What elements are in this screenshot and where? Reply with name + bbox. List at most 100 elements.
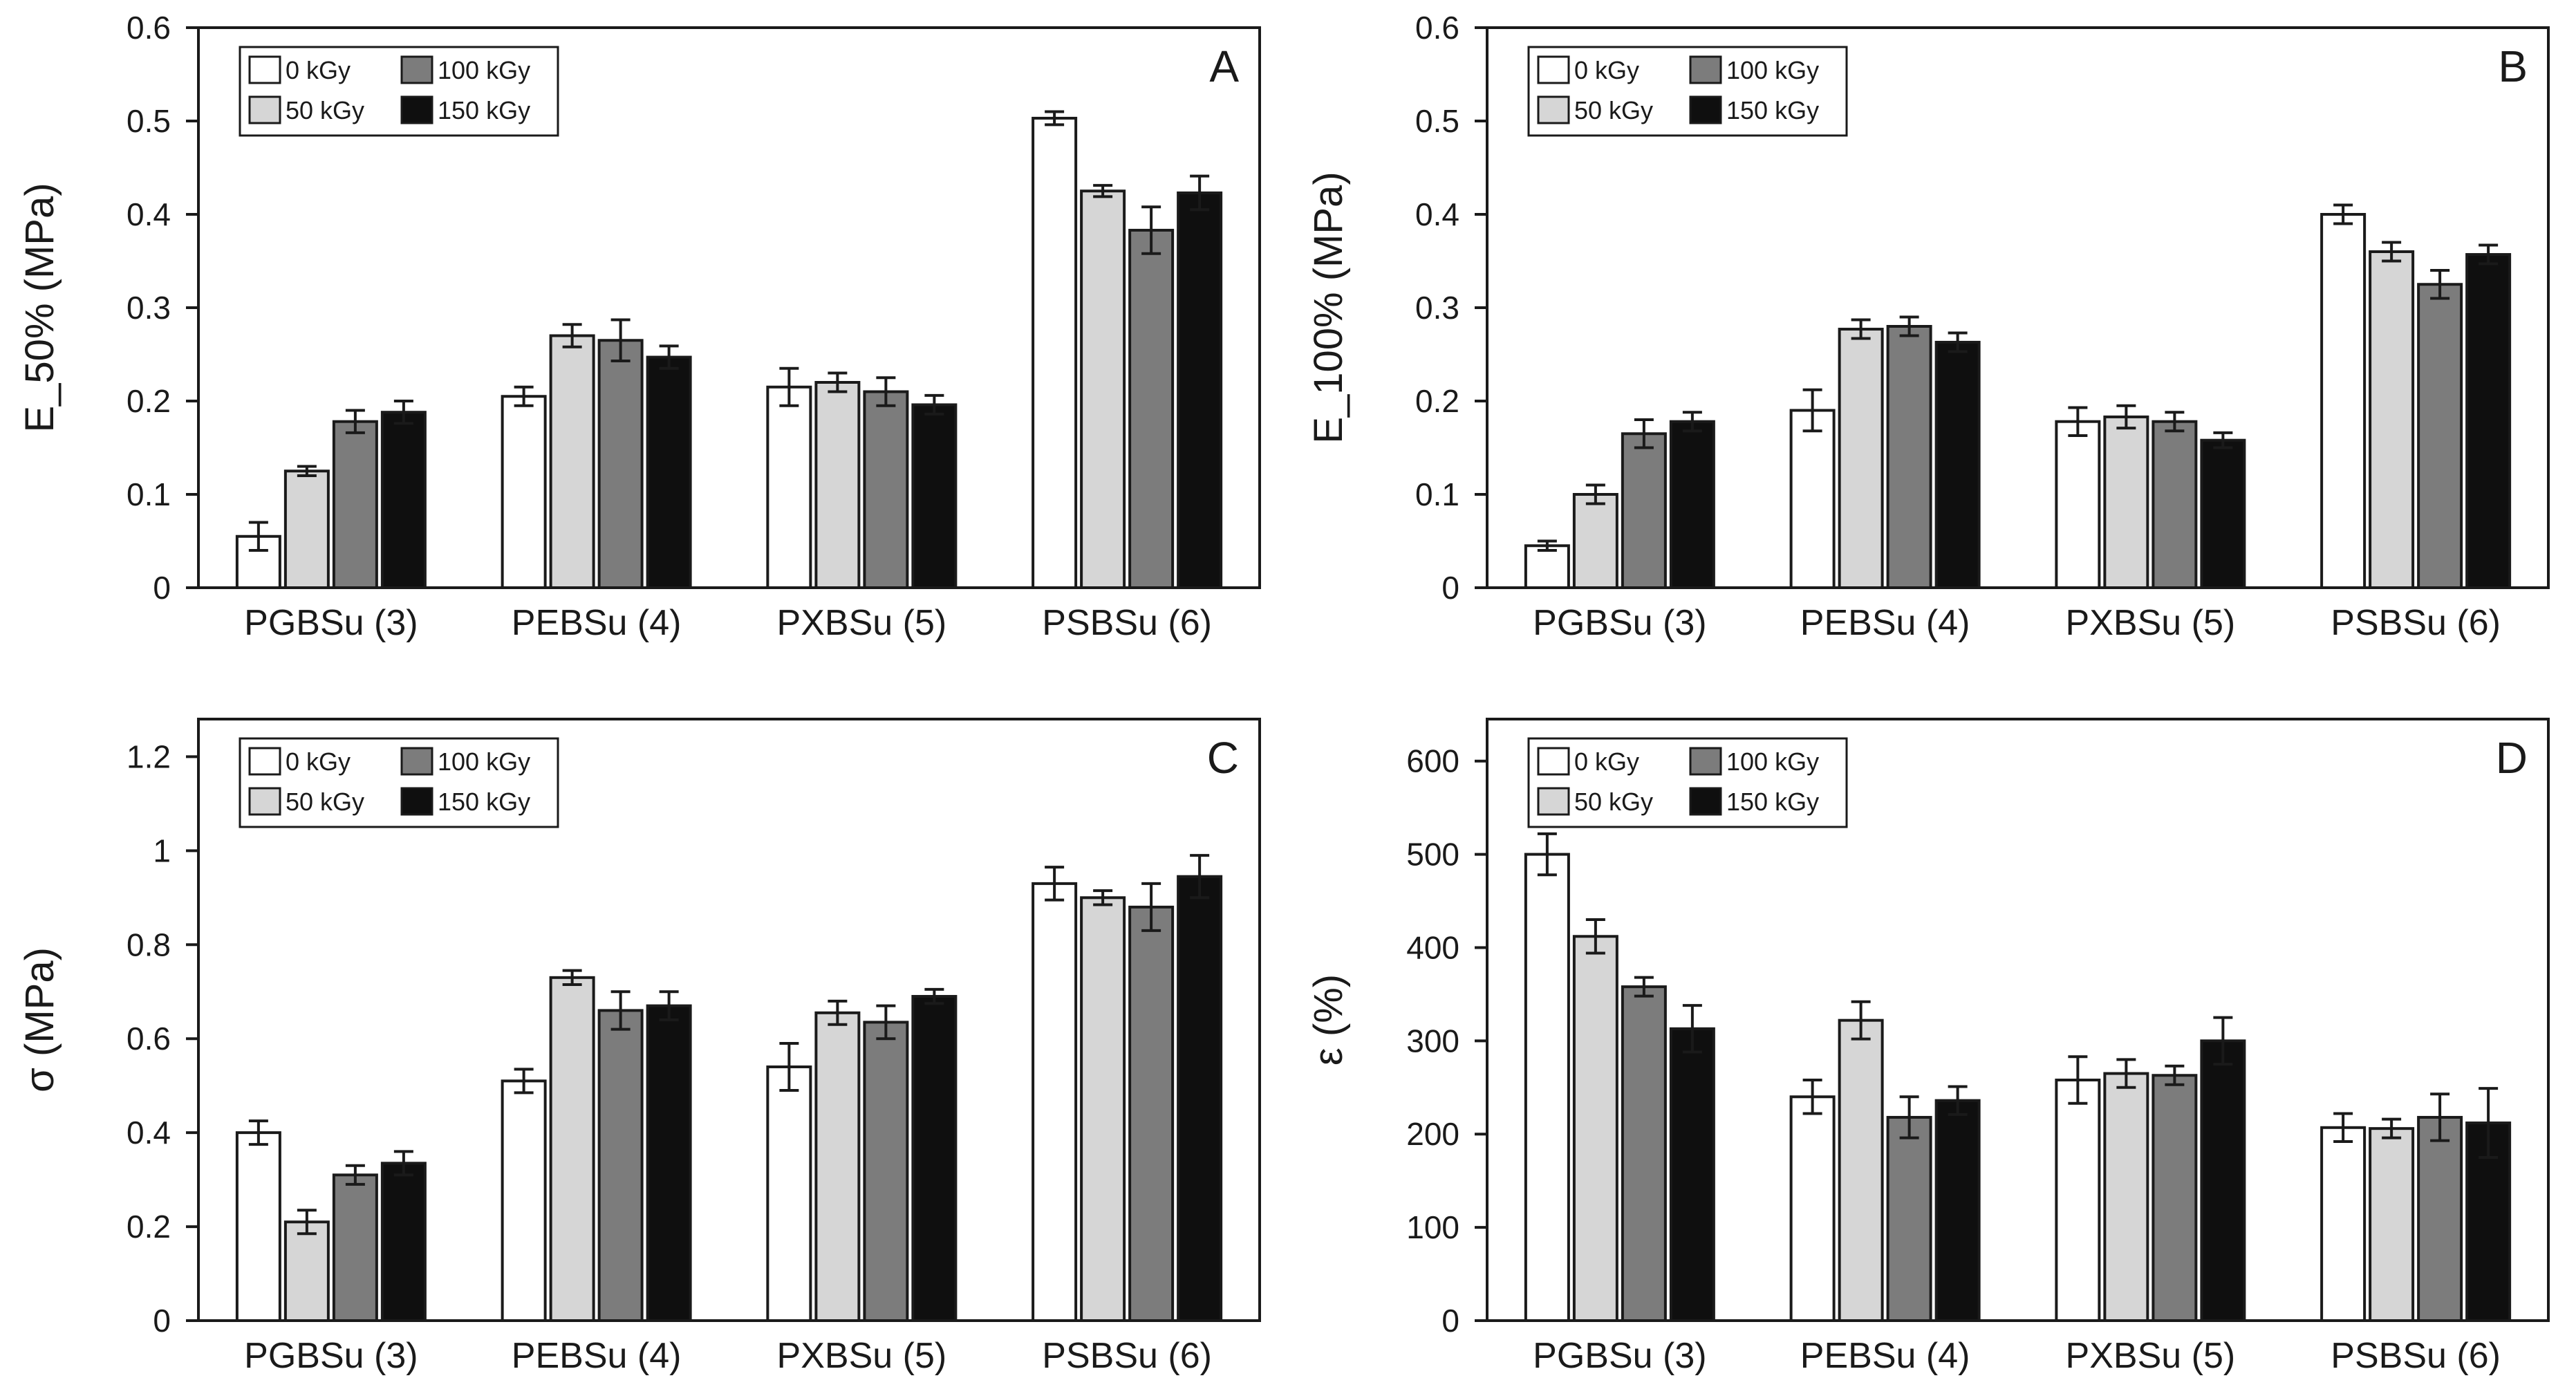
legend-swatch bbox=[400, 55, 433, 84]
y-tick-label: 200 bbox=[1406, 1116, 1459, 1152]
y-tick-label: 0.2 bbox=[1415, 383, 1459, 419]
bar-c-0-3 bbox=[380, 1162, 427, 1322]
x-category-label: PSBSu (6) bbox=[2331, 603, 2501, 643]
x-category-label: PSBSu (6) bbox=[1042, 603, 1212, 643]
legend-label: 100 kGy bbox=[438, 747, 530, 776]
y-tick-label: 0.5 bbox=[127, 103, 171, 139]
x-category-label: PGBSu (3) bbox=[244, 1336, 418, 1376]
legend-label: 100 kGy bbox=[1726, 747, 1819, 776]
bar-b-0-3 bbox=[1669, 420, 1715, 590]
legend-swatch bbox=[400, 747, 433, 776]
panel-letter: C bbox=[1207, 733, 1239, 783]
bar-b-3-0 bbox=[2320, 213, 2367, 589]
y-tick-label: 0.6 bbox=[1415, 10, 1459, 46]
y-axis-title: E_100% (MPa) bbox=[1306, 171, 1351, 443]
y-tick-label: 0 bbox=[153, 570, 171, 606]
bar-a-0-1 bbox=[283, 469, 330, 589]
panel-letter: A bbox=[1209, 41, 1239, 91]
x-category-label: PSBSu (6) bbox=[1042, 1336, 1212, 1376]
bar-c-3-3 bbox=[1177, 875, 1223, 1322]
bar-c-3-0 bbox=[1032, 882, 1078, 1322]
y-tick-label: 0.5 bbox=[1415, 103, 1459, 139]
legend-swatch bbox=[1537, 747, 1570, 776]
y-tick-label: 100 bbox=[1406, 1209, 1459, 1245]
y-tick-label: 1.2 bbox=[127, 738, 171, 774]
legend-label: 50 kGy bbox=[286, 96, 364, 124]
chart-panel-c: 0 0.2 0.4 0.6 0.8 1 1.2 σ (MPa) C PGBSu (3) PEBSu … bbox=[17, 718, 1261, 1376]
bar-b-2-1 bbox=[2103, 415, 2149, 590]
legend-swatch bbox=[1537, 95, 1570, 124]
y-tick-label: 0.4 bbox=[127, 1115, 171, 1151]
legend-swatch bbox=[248, 95, 281, 124]
bar-d-1-3 bbox=[1934, 1099, 1981, 1323]
chart-panel-b: 0 0.1 0.2 0.3 0.4 0.5 0.6 E_100% (MPa) B PGBSu (3… bbox=[1306, 10, 2550, 643]
bar-a-0-3 bbox=[380, 411, 427, 590]
bar-b-1-3 bbox=[1934, 340, 1981, 589]
bar-c-0-2 bbox=[332, 1173, 378, 1322]
plot-frame bbox=[1486, 718, 2550, 1322]
legend-label: 150 kGy bbox=[438, 788, 530, 816]
y-axis-title: ε (%) bbox=[1306, 974, 1351, 1065]
bar-a-3-3 bbox=[1177, 191, 1223, 589]
legend-swatch bbox=[248, 55, 281, 84]
y-tick-label: 0.3 bbox=[1415, 290, 1459, 326]
legend-label: 0 kGy bbox=[1574, 747, 1639, 776]
legend-swatch bbox=[1537, 787, 1570, 816]
x-category-label: PXBSu (5) bbox=[2066, 603, 2236, 643]
bar-b-0-0 bbox=[1524, 544, 1570, 589]
bar-d-1-1 bbox=[1838, 1018, 1884, 1323]
legend-box bbox=[1527, 737, 1848, 828]
bar-d-3-1 bbox=[2369, 1127, 2415, 1322]
legend-label: 0 kGy bbox=[286, 56, 351, 84]
bar-c-2-1 bbox=[814, 1011, 861, 1322]
y-tick-label: 400 bbox=[1406, 929, 1459, 965]
bar-d-2-1 bbox=[2103, 1072, 2149, 1322]
panel-letter: B bbox=[2498, 41, 2528, 91]
bar-a-2-3 bbox=[911, 403, 958, 590]
bar-d-1-2 bbox=[1886, 1115, 1932, 1322]
bar-b-1-1 bbox=[1838, 328, 1884, 589]
bar-c-0-1 bbox=[283, 1220, 330, 1322]
legend-swatch bbox=[1689, 95, 1722, 124]
plot-frame bbox=[197, 718, 1261, 1322]
y-tick-label: 0.2 bbox=[127, 1209, 171, 1245]
bar-a-1-1 bbox=[549, 334, 595, 589]
y-tick-label: 0.3 bbox=[127, 290, 171, 326]
bar-d-3-2 bbox=[2417, 1115, 2463, 1322]
y-tick-label: 0.2 bbox=[127, 383, 171, 419]
bar-d-1-0 bbox=[1789, 1095, 1836, 1322]
legend-box bbox=[239, 46, 559, 137]
bar-a-1-0 bbox=[501, 395, 547, 589]
bar-c-1-1 bbox=[549, 976, 595, 1322]
legend-label: 50 kGy bbox=[1574, 788, 1653, 816]
x-category-label: PGBSu (3) bbox=[244, 603, 418, 643]
x-category-label: PXBSu (5) bbox=[2066, 1336, 2236, 1376]
legend-box bbox=[239, 737, 559, 828]
x-category-label: PEBSu (4) bbox=[512, 603, 682, 643]
bar-b-2-0 bbox=[2055, 420, 2101, 590]
bar-a-2-2 bbox=[863, 390, 909, 589]
legend-label: 100 kGy bbox=[1726, 56, 1819, 84]
bar-c-2-3 bbox=[911, 995, 958, 1322]
bar-c-1-3 bbox=[646, 1004, 692, 1322]
y-tick-label: 0 bbox=[1441, 1303, 1459, 1339]
chart-panel-a: 0 0.1 0.2 0.3 0.4 0.5 0.6 E_50% (MPa) A PGBSu (3)… bbox=[17, 10, 1261, 643]
y-tick-label: 0 bbox=[1441, 570, 1459, 606]
legend-swatch bbox=[1689, 55, 1722, 84]
legend-swatch bbox=[1537, 55, 1570, 84]
bar-b-2-2 bbox=[2152, 420, 2198, 590]
y-tick-label: 0.6 bbox=[127, 10, 171, 46]
legend-label: 150 kGy bbox=[1726, 788, 1819, 816]
bar-c-3-2 bbox=[1128, 905, 1175, 1322]
y-tick-label: 1 bbox=[153, 832, 171, 868]
bar-d-2-3 bbox=[2200, 1039, 2246, 1323]
y-tick-label: 0.1 bbox=[127, 476, 171, 512]
y-tick-label: 0.4 bbox=[1415, 196, 1459, 232]
bar-b-3-2 bbox=[2417, 283, 2463, 589]
bar-c-1-2 bbox=[597, 1009, 644, 1322]
x-category-label: PEBSu (4) bbox=[1800, 1336, 1970, 1376]
legend-swatch bbox=[1689, 787, 1722, 816]
y-tick-label: 600 bbox=[1406, 743, 1459, 779]
bar-b-1-2 bbox=[1886, 325, 1932, 589]
